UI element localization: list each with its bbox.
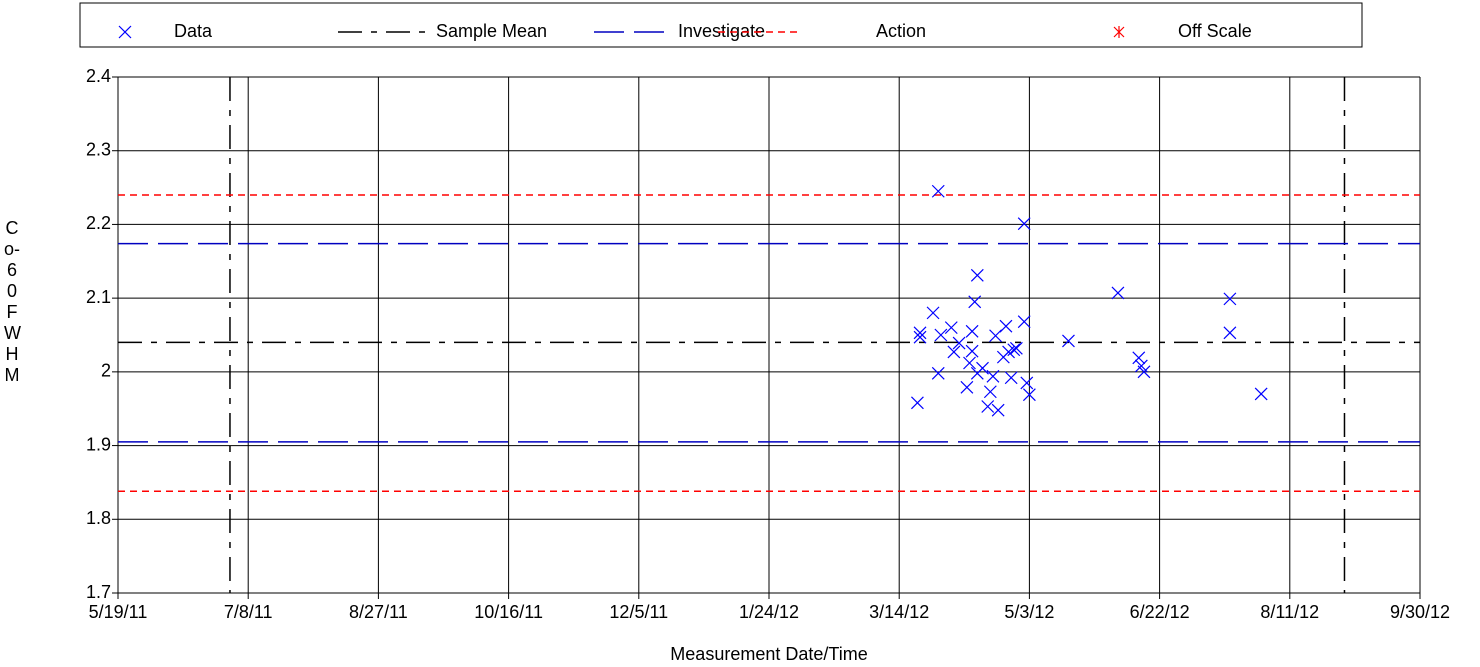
legend-label: Sample Mean (436, 21, 547, 41)
data-point (1062, 334, 1075, 348)
data-point (960, 380, 974, 394)
data-point (1111, 286, 1125, 300)
data-point (1137, 365, 1151, 379)
legend-label: Data (174, 21, 213, 41)
x-tick-label: 6/22/12 (1130, 602, 1190, 622)
y-tick-label: 1.9 (86, 434, 111, 454)
data-point (983, 385, 997, 399)
x-tick-label: 5/3/12 (1004, 602, 1054, 622)
y-tick-label: 2.2 (86, 213, 111, 233)
data-point (1009, 341, 1023, 355)
x-tick-label: 10/16/11 (474, 602, 543, 622)
data-point (947, 345, 961, 359)
data-point (1020, 376, 1034, 390)
data-point (1017, 315, 1031, 329)
data-point (1017, 217, 1031, 231)
data-point (913, 330, 927, 344)
data-point (986, 369, 1000, 383)
y-tick-label: 1.7 (86, 582, 111, 602)
data-point (913, 326, 927, 340)
legend-label: Action (876, 21, 926, 41)
data-point (1254, 387, 1268, 401)
data-point (911, 396, 924, 410)
data-point (970, 268, 984, 282)
data-point (1004, 371, 1018, 385)
x-tick-label: 9/30/12 (1390, 602, 1450, 622)
x-tick-label: 8/27/11 (349, 602, 408, 622)
data-point (931, 184, 945, 198)
legend-label: Off Scale (1178, 21, 1252, 41)
data-point (1132, 351, 1146, 365)
y-tick-label: 2.3 (86, 139, 111, 159)
y-tick-label: 1.8 (86, 508, 111, 528)
y-tick-label: 2.4 (86, 66, 111, 86)
data-point (968, 295, 982, 309)
data-point (965, 344, 979, 358)
x-axis-label: Measurement Date/Time (670, 644, 867, 664)
y-tick-label: 2 (101, 361, 111, 381)
legend-label: Investigate (678, 21, 765, 41)
data-point (952, 336, 966, 350)
x-tick-label: 7/8/11 (224, 602, 273, 622)
legend-box (79, 2, 1363, 48)
data-point (934, 328, 948, 342)
data-point (1022, 388, 1036, 402)
data-point (991, 403, 1005, 417)
data-point (976, 361, 989, 375)
x-tick-label: 3/14/12 (869, 602, 929, 622)
data-point (931, 366, 945, 380)
data-point (965, 324, 979, 338)
legend-marker (1113, 26, 1125, 38)
data-point (944, 321, 958, 335)
y-tick-label: 2.1 (86, 287, 111, 307)
x-tick-label: 5/19/11 (89, 602, 148, 622)
data-point (1223, 326, 1237, 340)
data-point (981, 400, 995, 413)
data-point (999, 319, 1013, 333)
legend-marker (118, 25, 132, 39)
x-tick-label: 12/5/11 (609, 602, 668, 622)
y-axis-label: Co-60 FWHM (4, 218, 21, 385)
x-tick-label: 8/11/12 (1260, 602, 1319, 622)
x-tick-label: 1/24/12 (739, 602, 799, 622)
data-point (1007, 343, 1021, 357)
data-point (1223, 292, 1237, 306)
data-point (963, 356, 976, 370)
data-point (926, 306, 940, 320)
